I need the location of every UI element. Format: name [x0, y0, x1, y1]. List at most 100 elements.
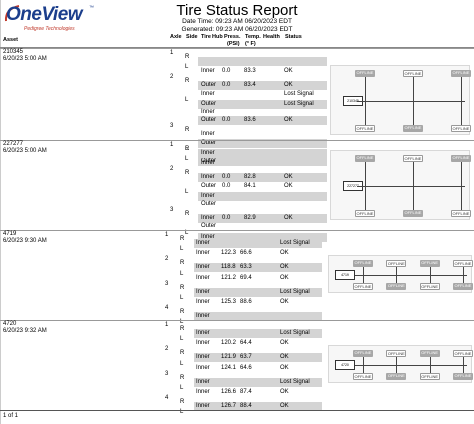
cell-tire: Inner — [196, 240, 210, 246]
row-band — [198, 191, 327, 201]
diagram-tire-status: OFFLINE — [453, 260, 473, 267]
cell-tire: Inner — [196, 354, 210, 361]
side-label: R — [180, 374, 185, 381]
cell-tire: Outer — [201, 182, 217, 189]
axle-number: 4 — [165, 305, 169, 312]
diagram-tire-status: OFFLINE — [353, 373, 373, 380]
side-label: R — [180, 399, 185, 406]
cell-status: OK — [280, 250, 289, 257]
asset-section-divider — [0, 320, 474, 321]
cell-tire: Inner — [196, 264, 210, 271]
cell-pressure: 0.0 — [222, 82, 231, 89]
cell-pressure: 122.3 — [221, 250, 237, 257]
col-asset: Asset — [3, 37, 18, 43]
axle-number: 2 — [165, 346, 169, 353]
side-label: L — [185, 145, 189, 152]
cell-pressure: 0.0 — [222, 68, 231, 75]
vehicle-tire-diagram: 210345 OFFLINE OFFLINE OFFLINE OFFLINE OFFLIN… — [330, 65, 471, 135]
diagram-asset-label: 4720 — [335, 360, 355, 370]
cell-pressure: 118.8 — [221, 264, 236, 271]
asset-id: 4719 — [3, 231, 17, 237]
side-label: R — [185, 146, 190, 152]
side-label: R — [185, 78, 190, 85]
diagram-axle — [429, 262, 431, 288]
col-hub: Hub — [212, 34, 223, 40]
cell-pressure: 0.0 — [222, 174, 231, 181]
cell-status: OK — [284, 215, 293, 222]
cell-tire: Inner — [196, 403, 210, 410]
side-label: R — [185, 54, 190, 60]
cell-pressure: 120.2 — [221, 340, 237, 347]
cell-status: OK — [280, 274, 289, 281]
cell-pressure: 0.0 — [222, 117, 231, 124]
asset-date: 6/20/23 9:30 AM — [3, 238, 47, 244]
axle-number: 1 — [165, 232, 169, 238]
diagram-axle — [461, 72, 462, 130]
cell-tire: Inner — [196, 288, 210, 295]
cell-tire: Outer — [201, 117, 217, 124]
side-label: R — [180, 309, 185, 316]
axle-number: 2 — [170, 166, 174, 173]
diagram-spine — [357, 186, 465, 187]
cell-status: OK — [284, 68, 293, 75]
row-band — [194, 312, 322, 322]
diagram-tire-status: OFFLINE — [353, 350, 373, 357]
diagram-tire-status: OFFLINE — [355, 70, 375, 77]
cell-tire: Outer — [201, 100, 217, 107]
cell-temp: 82.9 — [244, 215, 256, 222]
cell-status: Lost Signal — [284, 90, 314, 97]
diagram-tire-status: OFFLINE — [451, 125, 471, 132]
col-pressure: Press. — [224, 34, 241, 40]
side-label: L — [180, 360, 184, 367]
row-band — [198, 214, 327, 224]
diagram-tire-status: OFFLINE — [403, 125, 423, 132]
row-band — [198, 116, 327, 126]
axle-number: 2 — [165, 256, 169, 263]
cell-pressure: 124.1 — [221, 364, 237, 371]
axle-number: 4 — [165, 395, 169, 402]
diagram-axle — [413, 72, 414, 130]
cell-tire: Outer — [201, 201, 217, 207]
diagram-axle — [363, 352, 364, 378]
cell-pressure: 126.6 — [221, 389, 237, 395]
asset-section-divider — [0, 230, 474, 231]
vehicle-tire-diagram: 4719 OFFLINE OFFLINE OFFLINE OFFLINE OFFLINE O… — [328, 255, 473, 293]
diagram-tire-status: OFFLINE — [419, 260, 440, 267]
oneview-logo: OneView ™ Pedigree Technologies — [3, 3, 95, 33]
cell-status: OK — [284, 82, 293, 89]
cell-tire: Inner — [201, 215, 215, 222]
asset-section-divider — [0, 140, 474, 141]
diagram-tire-status: OFFLINE — [419, 373, 440, 380]
cell-tire: Inner — [196, 389, 210, 395]
cell-status: OK — [280, 403, 289, 410]
diagram-tire-status: OFFLINE — [353, 260, 373, 267]
axle-number: 3 — [165, 280, 169, 287]
side-label: L — [180, 385, 184, 391]
axle-number: 1 — [170, 142, 174, 148]
cell-tire: Inner — [196, 340, 210, 347]
diagram-axle — [429, 352, 431, 378]
logo-name: OneView — [6, 4, 83, 25]
cell-temp: 84.1 — [244, 182, 256, 189]
cell-temp: 87.4 — [240, 389, 252, 395]
header-divider — [0, 47, 474, 48]
cell-status: OK — [280, 354, 289, 361]
side-label: R — [180, 326, 185, 332]
side-label: R — [180, 260, 185, 267]
cell-temp: 66.6 — [240, 250, 252, 257]
cell-temp: 69.4 — [240, 274, 252, 281]
diagram-tire-status: OFFLINE — [355, 210, 375, 217]
side-label: L — [180, 319, 184, 326]
cell-pressure: 121.9 — [221, 354, 237, 361]
cell-tire: Inner — [201, 160, 215, 167]
footer-divider — [0, 410, 474, 411]
row-band — [194, 263, 322, 273]
side-label: L — [180, 246, 184, 253]
diagram-spine — [357, 101, 465, 102]
report-date-time: Date Time: 09:23 AM 06/20/2023 EDT — [182, 18, 292, 25]
row-band — [198, 81, 327, 91]
cell-pressure: 121.2 — [221, 274, 237, 281]
diagram-spine — [355, 365, 467, 366]
cell-tire: Outer — [201, 139, 217, 146]
cell-temp: 88.6 — [240, 299, 252, 305]
